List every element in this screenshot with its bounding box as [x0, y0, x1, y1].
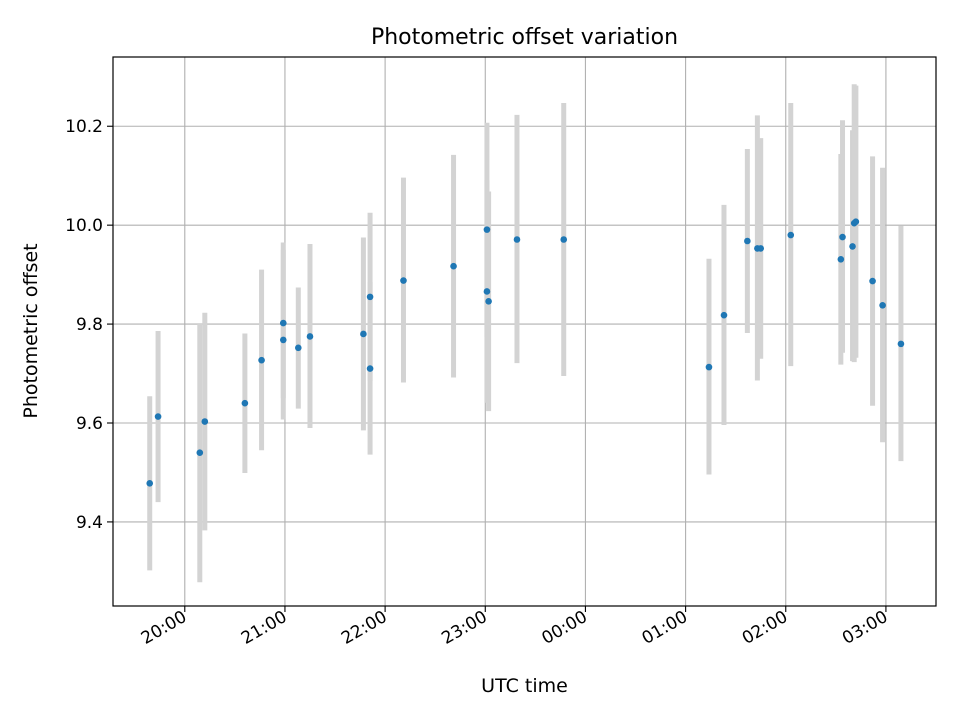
y-axis-label: Photometric offset	[20, 243, 42, 418]
data-point	[757, 245, 765, 252]
x-axis-label: UTC time	[481, 675, 568, 697]
y-tick-label: 10.0	[65, 216, 103, 236]
y-tick-label: 9.8	[76, 315, 103, 335]
y-tick-label: 9.4	[76, 513, 103, 533]
data-point	[258, 356, 265, 364]
data-point	[450, 262, 457, 270]
data-point	[366, 365, 374, 372]
data-point	[869, 277, 876, 285]
data-point	[879, 301, 886, 309]
data-point	[154, 413, 162, 420]
data-point	[560, 236, 568, 243]
y-tick-label: 10.2	[65, 117, 103, 137]
data-point	[744, 237, 751, 245]
data-point	[241, 399, 249, 407]
data-point	[201, 418, 209, 425]
data-point	[483, 226, 491, 233]
plot-area-frame	[112, 56, 937, 607]
data-point	[897, 340, 905, 348]
data-point	[852, 218, 860, 225]
chart-title: Photometric offset variation	[371, 25, 678, 50]
data-point	[360, 330, 367, 338]
data-point	[400, 277, 407, 284]
data-point	[279, 319, 287, 327]
data-markers	[146, 218, 905, 487]
data-point	[705, 363, 713, 371]
y-tick-label: 9.6	[76, 414, 103, 434]
data-point	[483, 288, 491, 295]
data-point	[306, 333, 314, 340]
y-axis-ticks: 9.4 9.6 9.8 10.0 10.2	[65, 117, 113, 533]
data-point	[196, 449, 204, 456]
data-point	[485, 298, 492, 305]
data-point	[146, 480, 154, 487]
data-point	[366, 293, 374, 301]
data-point	[837, 255, 845, 263]
data-point	[295, 344, 302, 352]
data-point	[720, 311, 728, 319]
data-point	[839, 233, 846, 241]
data-point	[279, 336, 287, 344]
data-point	[513, 236, 521, 243]
data-point	[787, 231, 795, 239]
data-point	[849, 243, 856, 250]
